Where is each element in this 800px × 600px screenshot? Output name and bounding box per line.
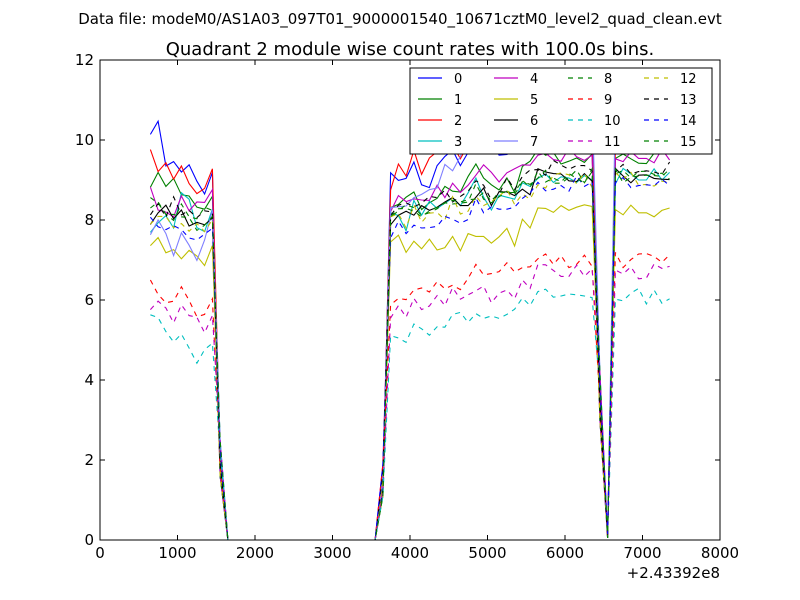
y-tick-label: 2	[84, 451, 94, 469]
x-tick-label: 5000	[468, 544, 506, 562]
x-tick-label: 2000	[236, 544, 274, 562]
series-line-15	[150, 166, 670, 540]
legend-label-7: 7	[530, 135, 538, 150]
chart-title: Quadrant 2 module wise count rates with …	[166, 39, 655, 60]
legend-label-11: 11	[604, 135, 621, 150]
legend-label-8: 8	[604, 72, 612, 87]
y-tick-label: 10	[75, 131, 94, 149]
x-tick-label: 1000	[158, 544, 196, 562]
y-tick-label: 8	[84, 211, 94, 229]
legend-label-5: 5	[530, 93, 538, 108]
series-line-0	[149, 112, 670, 540]
y-tick-label: 12	[75, 51, 94, 69]
x-offset-label: +2.43392e8	[627, 564, 720, 582]
legend-box	[409, 67, 713, 155]
legend-label-10: 10	[604, 114, 621, 129]
x-tick-label: 7000	[623, 544, 661, 562]
legend-label-3: 3	[454, 135, 462, 150]
y-tick-label: 0	[84, 531, 94, 549]
series-line-13	[149, 159, 671, 540]
datafile-title: Data file: modeM0/AS1A03_097T01_90000015…	[78, 10, 722, 29]
series-line-14	[149, 174, 670, 540]
series-line-9	[149, 252, 670, 540]
legend-label-2: 2	[454, 114, 462, 129]
series-line-10	[150, 287, 670, 540]
series-line-3	[149, 167, 670, 540]
series-line-6	[149, 167, 670, 540]
legend-label-4: 4	[530, 72, 538, 87]
series-line-11	[149, 263, 670, 540]
series-line-8	[150, 169, 670, 540]
legend-label-9: 9	[604, 93, 612, 108]
x-tick-label: 8000	[701, 544, 739, 562]
series-line-4	[149, 147, 671, 540]
x-tick-label: 0	[95, 544, 105, 562]
legend-label-6: 6	[530, 114, 538, 129]
legend-label-15: 15	[680, 135, 697, 150]
series-line-5	[150, 204, 670, 540]
x-tick-label: 3000	[313, 544, 351, 562]
legend-label-13: 13	[680, 93, 697, 108]
series-line-1	[149, 148, 670, 540]
legend-label-12: 12	[680, 72, 697, 87]
legend-label-0: 0	[454, 72, 462, 87]
x-tick-label: 6000	[546, 544, 584, 562]
y-tick-label: 4	[84, 371, 94, 389]
y-tick-label: 6	[84, 291, 94, 309]
x-axis: 0 1000 2000 3000 4000 5000 6000 7000 8000	[95, 60, 739, 562]
x-tick-label: 4000	[391, 544, 429, 562]
legend-label-14: 14	[680, 114, 697, 129]
plot-lines	[149, 91, 671, 540]
series-line-12	[150, 171, 670, 540]
legend-label-1: 1	[454, 93, 462, 108]
